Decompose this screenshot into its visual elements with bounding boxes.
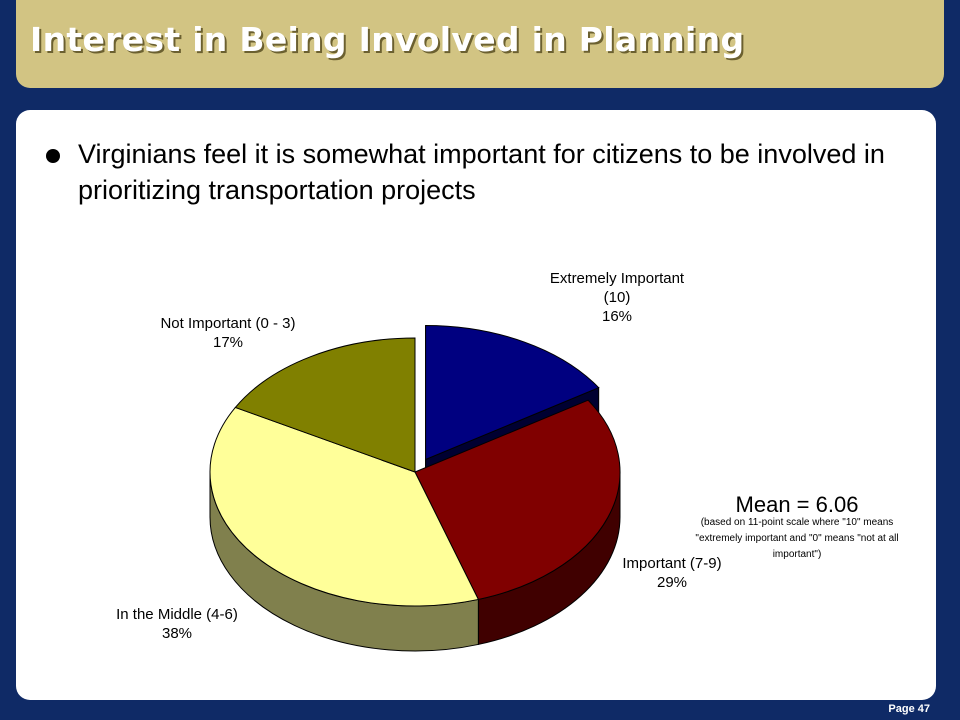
mean-note-2: important")	[773, 549, 822, 560]
bullet-dot-icon	[46, 149, 60, 163]
mean-note-1: "extremely important and "0" means "not …	[695, 533, 898, 544]
mean-heading: Mean = 6.06	[736, 492, 859, 517]
pie-label-3: Not Important (0 - 3) 17%	[160, 315, 295, 351]
title-bar: Interest in Being Involved in Planning	[16, 0, 944, 88]
pie-slice-0	[425, 324, 600, 461]
page-title: Interest in Being Involved in Planning	[30, 20, 745, 59]
pie-slice-2	[209, 406, 480, 607]
pie-slice-1	[414, 399, 621, 601]
pie-slice-3	[234, 337, 416, 473]
bullet-point: Virginians feel it is somewhat important…	[46, 136, 906, 208]
bullet-text: Virginians feel it is somewhat important…	[78, 139, 885, 205]
pie-label-0: Extremely Important (10) 16%	[550, 270, 685, 325]
pie-label-2: In the Middle (4-6) 38%	[116, 606, 238, 642]
pie-label-1: Important (7-9) 29%	[622, 555, 721, 591]
page-number: Page 47	[888, 703, 930, 715]
mean-note-0: (based on 11-point scale where "10" mean…	[701, 517, 894, 528]
